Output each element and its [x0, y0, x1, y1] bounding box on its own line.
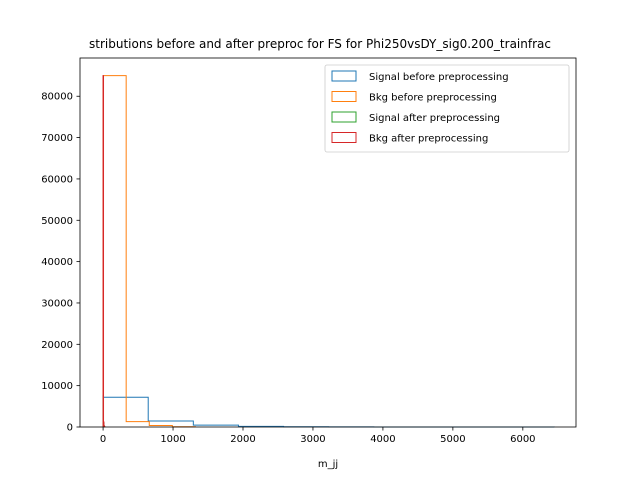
x-axis-label: m_jj: [318, 459, 338, 470]
x-tick-label: 1000: [160, 434, 185, 445]
legend: Signal before preprocessing Bkg before pr…: [324, 64, 570, 153]
y-tick-label: 50000: [41, 216, 73, 227]
x-tick-label: 4000: [370, 434, 395, 445]
legend-swatch: [331, 132, 357, 143]
x-tick-label: 2000: [230, 434, 255, 445]
y-tick-label: 40000: [41, 257, 73, 268]
legend-frame: [324, 64, 570, 153]
x-tick-label: 5000: [440, 434, 465, 445]
x-tick-label: 3000: [300, 434, 325, 445]
legend-entry-label: Bkg before preprocessing: [369, 93, 497, 104]
chart-title: stributions before and after preproc for…: [89, 37, 551, 51]
legend-entry-label: Signal before preprocessing: [369, 72, 509, 83]
histogram-series-1: [102, 75, 196, 428]
y-tick-label: 70000: [41, 133, 73, 144]
legend-swatch: [331, 91, 357, 102]
legend-swatch: [331, 70, 357, 82]
x-tick-label: 6000: [510, 434, 535, 445]
legend-entry-label: Bkg after preprocessing: [369, 134, 488, 145]
x-tick-label: 0: [100, 434, 106, 445]
histogram-series-0: [102, 396, 555, 428]
axes-frame: [79, 57, 577, 428]
y-tick-label: 20000: [41, 340, 73, 351]
legend-swatch: [331, 111, 357, 123]
y-tick-label: 60000: [41, 174, 73, 185]
histogram-series-3: [102, 75, 106, 428]
y-tick-label: 10000: [41, 381, 73, 392]
x-axis: 0 1000 2000 3000 4000 5000 6000: [100, 427, 536, 445]
y-tick-label: 80000: [41, 92, 73, 103]
y-axis: 0 10000 20000 30000 40000 50000 60000 70000 8000…: [41, 92, 80, 434]
y-tick-label: 0: [67, 423, 73, 434]
legend-entry-label: Signal after preprocessing: [369, 113, 500, 124]
y-tick-label: 30000: [41, 298, 73, 309]
